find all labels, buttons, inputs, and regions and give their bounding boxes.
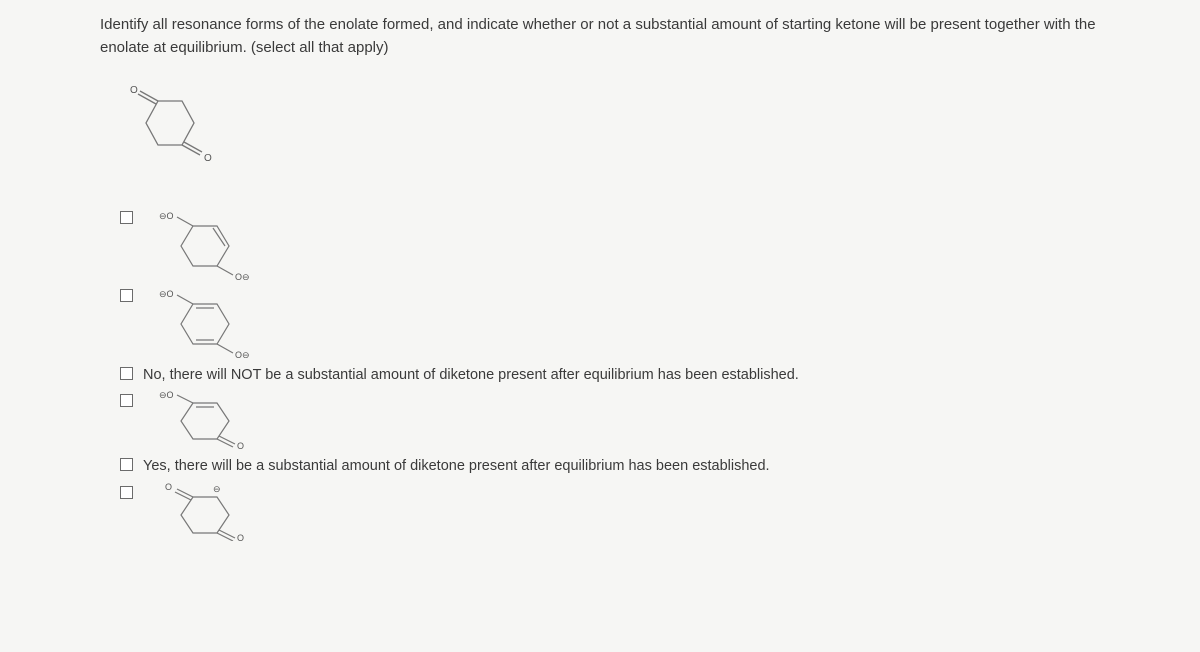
o-label: O (204, 153, 212, 164)
question-text: Identify all resonance forms of the enol… (0, 14, 1200, 59)
option-3[interactable]: No, there will NOT be a substantial amou… (120, 364, 1200, 385)
o-minus-label: ⊖O (159, 289, 174, 299)
checkbox[interactable] (120, 211, 133, 224)
checkbox[interactable] (120, 289, 133, 302)
o-minus-label: O⊖ (235, 272, 250, 280)
o-minus-label: O⊖ (235, 350, 250, 358)
option-4[interactable]: ⊖O O (120, 391, 1200, 449)
checkbox[interactable] (120, 486, 133, 499)
option-1[interactable]: ⊖O O⊖ (120, 208, 1200, 280)
option-6[interactable]: O ⊖ O (120, 483, 1200, 541)
o-minus-label: ⊖O (159, 391, 174, 400)
o-label: O (237, 533, 244, 541)
structure-opt6-icon: O ⊖ O (143, 483, 273, 541)
structure-opt1-icon: ⊖O O⊖ (143, 208, 273, 280)
checkbox[interactable] (120, 458, 133, 471)
checkbox[interactable] (120, 394, 133, 407)
prompt-structure: O O (110, 83, 1200, 168)
structure-opt4-icon: ⊖O O (143, 391, 273, 449)
o-label: O (237, 441, 244, 449)
o-label: O (130, 85, 138, 96)
diketone-icon: O O (110, 83, 230, 168)
options-list: ⊖O O⊖ ⊖O O⊖ (120, 208, 1200, 541)
question-page: Identify all resonance forms of the enol… (0, 0, 1200, 652)
option-text: Yes, there will be a substantial amount … (143, 455, 770, 476)
checkbox[interactable] (120, 367, 133, 380)
structure-opt2-icon: ⊖O O⊖ (143, 286, 273, 358)
option-2[interactable]: ⊖O O⊖ (120, 286, 1200, 358)
o-minus-label: ⊖O (159, 211, 174, 221)
option-text: No, there will NOT be a substantial amou… (143, 364, 799, 385)
option-5[interactable]: Yes, there will be a substantial amount … (120, 455, 1200, 476)
o-label: O (165, 483, 172, 492)
carbanion-label: ⊖ (213, 484, 221, 494)
